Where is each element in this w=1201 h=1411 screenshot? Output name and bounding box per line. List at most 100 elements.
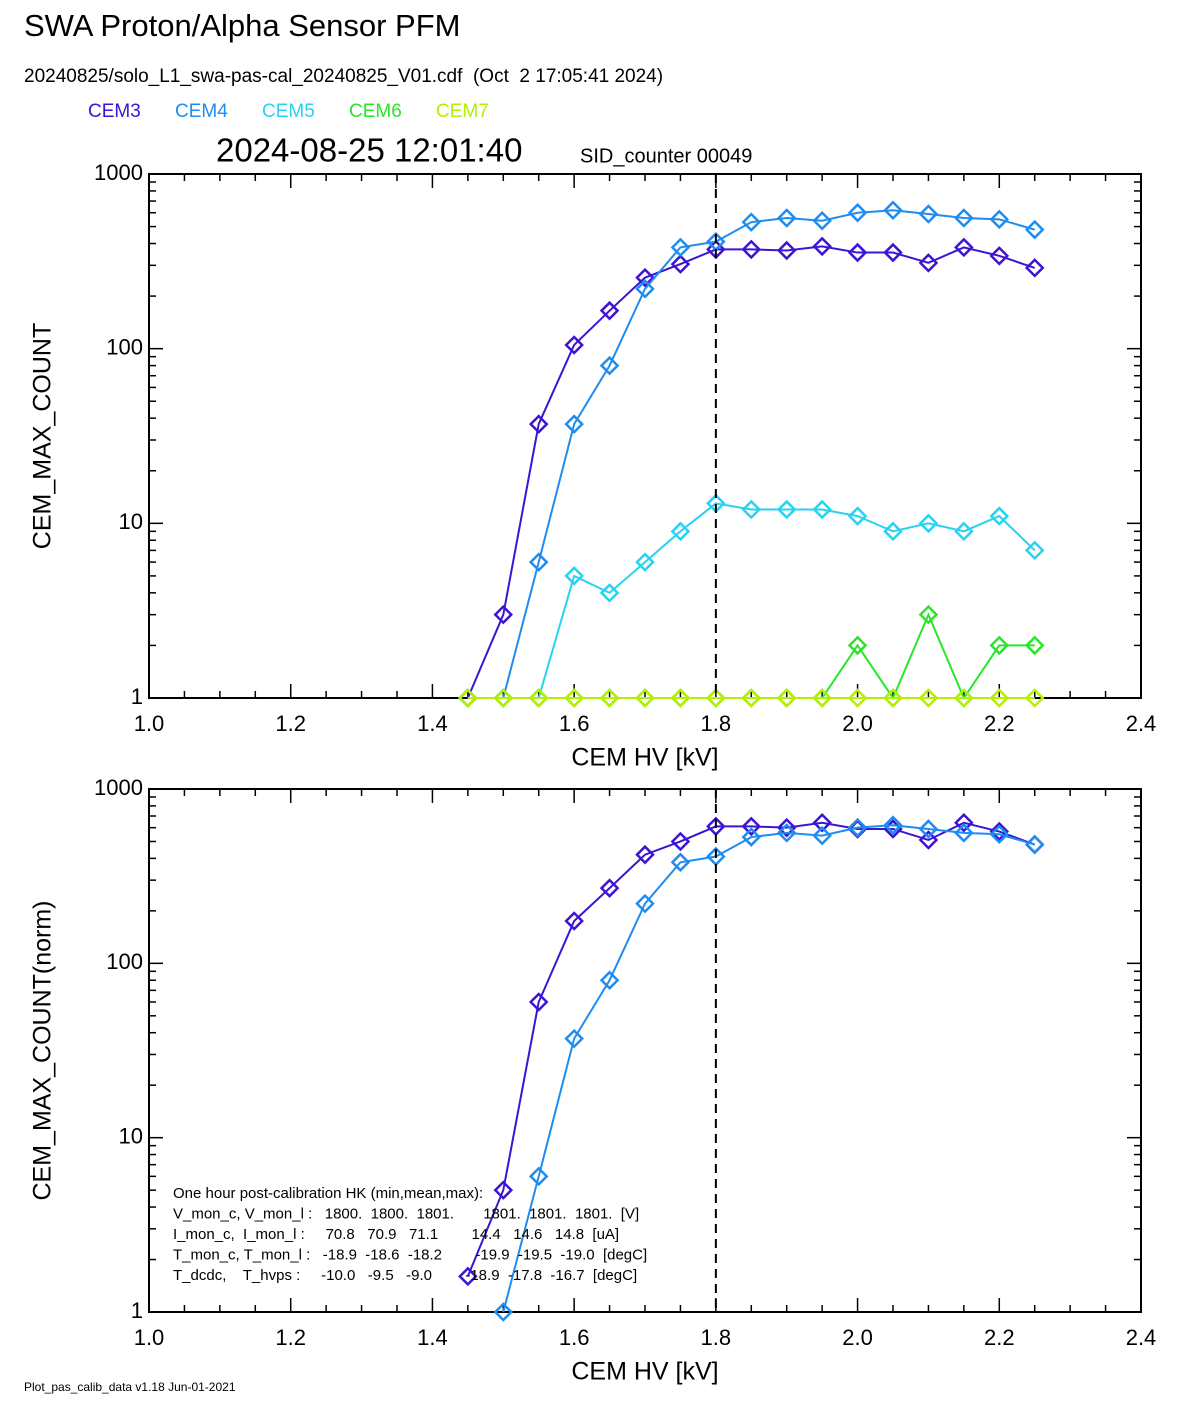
x-tick-label: 2.4 [1126,1325,1157,1350]
series-line [502,209,1035,699]
data-point [989,506,1010,526]
hk-annotation: T_dcdc, T_hvps : -10.0 -9.5 -9.0 -18.9 -… [173,1267,637,1284]
legend-entry: CEM4 [175,101,228,122]
y-tick-label: 1 [131,1298,143,1323]
data-point [670,521,691,542]
data-point [599,583,620,603]
data-point [670,688,691,708]
data-point [528,552,549,572]
data-point [706,688,726,708]
data-point [741,212,762,232]
data-point [918,253,939,273]
x-tick-label: 1.0 [134,711,165,736]
x-tick-label: 2.4 [1126,711,1157,736]
data-point [1024,219,1045,240]
data-point [599,878,620,898]
data-point [670,254,691,274]
data-point [812,825,832,846]
data-point [883,521,903,542]
data-point [954,823,974,843]
data-point [635,893,655,914]
data-point [1024,834,1045,855]
legend-entry: CEM7 [436,101,489,122]
data-point [635,844,655,865]
x-tick-label: 1.6 [559,1325,590,1350]
data-point [918,830,939,850]
data-point [954,237,974,258]
data-point [812,210,832,231]
x-tick-label: 2.0 [842,711,873,736]
plot-frame [148,173,1142,699]
data-point [847,202,868,223]
y-axis-label: CEM_MAX_COUNT(norm) [29,900,57,1200]
timestamp: 2024-08-25 12:01:40 [216,132,522,169]
x-tick-label: 1.4 [417,711,448,736]
series-line [502,824,1035,1313]
data-point [493,1180,514,1200]
plot-frame [148,788,1142,1313]
subtitle: 20240825/solo_L1_swa-pas-cal_20240825_V0… [24,66,663,87]
x-tick-label: 1.8 [701,1325,732,1350]
data-point [918,688,939,708]
data-point [741,239,762,260]
data-point [812,813,832,833]
x-tick-label: 1.4 [417,1325,448,1350]
data-point [883,200,903,221]
data-point [847,242,868,263]
data-point [989,635,1010,656]
x-axis-label: CEM HV [kV] [571,744,718,772]
x-axis-label: CEM HV [kV] [571,1358,718,1386]
data-point [812,499,832,520]
data-point [564,566,584,586]
y-axis-label: CEM_MAX_COUNT [29,323,57,549]
data-point [528,992,549,1012]
data-point [564,414,584,434]
data-point [670,237,691,258]
data-point [776,499,797,520]
data-point [847,635,868,656]
data-point [847,817,868,838]
series-line [467,612,1035,701]
data-point [812,688,832,708]
data-point [635,552,655,572]
sid-counter: SID_counter 00049 [580,145,752,167]
data-point [599,355,620,376]
y-tick-label: 100 [106,949,143,974]
series-line [466,245,1036,699]
data-point [989,821,1010,842]
data-point [564,911,584,931]
data-point [635,267,655,288]
legend-entry: CEM6 [349,101,402,122]
legend-entry: CEM3 [88,101,141,122]
footer: Plot_pas_calib_data v1.18 Jun-01-2021 [24,1380,236,1394]
data-point [776,240,797,261]
y-tick-label: 1000 [94,160,143,185]
data-point [564,688,584,708]
x-tick-label: 2.0 [842,1325,873,1350]
data-point [599,970,620,990]
data-point [883,242,903,263]
series-line [466,821,1036,1277]
x-tick-label: 1.0 [134,1325,165,1350]
series-line [537,502,1036,699]
data-point [1024,258,1045,278]
data-point [599,300,620,321]
data-point [493,688,514,708]
data-point [635,279,655,299]
x-tick-label: 2.2 [984,711,1015,736]
y-tick-label: 1 [131,684,143,709]
data-point [493,604,514,625]
data-point [741,827,762,847]
data-point [847,688,868,708]
data-point [918,513,939,534]
data-point [776,688,797,708]
data-point [989,246,1010,266]
data-point [493,1302,514,1322]
data-point [918,604,939,625]
data-point [741,688,762,708]
data-point [989,688,1010,708]
data-point [918,819,939,839]
data-point [847,506,868,526]
data-point [458,688,478,708]
